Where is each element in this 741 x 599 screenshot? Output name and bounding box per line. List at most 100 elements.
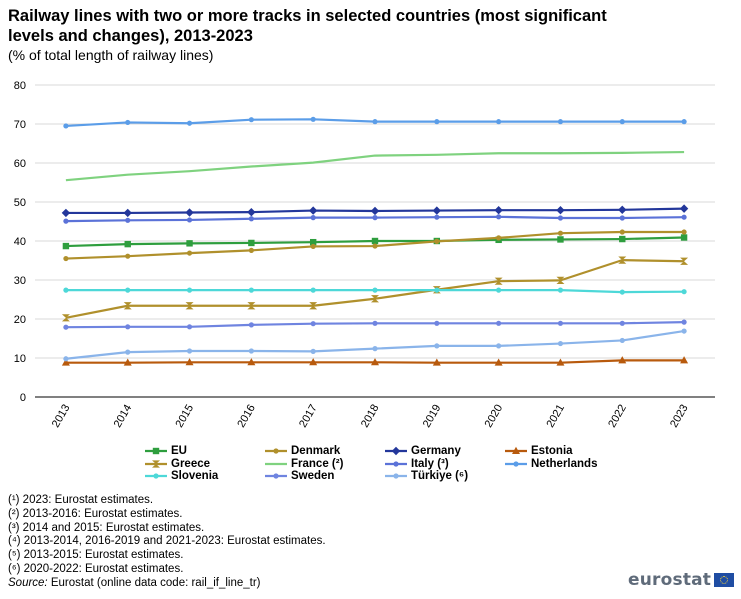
data-point-italy	[248, 216, 254, 222]
data-point-netherlands	[125, 119, 131, 126]
legend-item-italy: Italy (³)	[385, 458, 449, 470]
data-point-eu	[62, 242, 70, 250]
x-tick-label: 2018	[359, 403, 382, 430]
data-point-denmark	[63, 255, 69, 262]
legend-item-eu: EU	[145, 445, 187, 457]
legend-marker-denmark	[273, 448, 279, 454]
series-netherlands	[63, 116, 687, 129]
data-point-estonia	[618, 356, 627, 364]
data-point-italy	[681, 214, 687, 220]
x-tick-label: 2013	[50, 403, 73, 430]
eu-flag-icon	[714, 573, 735, 587]
data-point-slovenia	[496, 287, 502, 293]
data-point-italy	[310, 215, 316, 221]
y-tick-label: 70	[14, 119, 26, 131]
legend-item-netherlands: Netherlands	[505, 458, 597, 470]
data-point-denmark	[557, 230, 564, 236]
data-point-eu	[371, 237, 379, 245]
legend-swatch-denmark	[265, 448, 287, 454]
data-point-slovenia	[186, 287, 193, 293]
data-point-germany	[679, 204, 689, 213]
footnote-2: (²) 2013-2016: Eurostat estimates.	[8, 507, 183, 520]
data-point-germany	[556, 205, 565, 215]
source-label: Source:	[8, 576, 48, 589]
data-point-italy	[496, 214, 502, 220]
data-point-germany	[370, 206, 380, 216]
x-axis-ticks: 2013 2014 2015 2016 2017 2018 2019 2020 2021 2022…	[50, 403, 691, 430]
data-point-germany	[185, 208, 194, 217]
data-point-slovenia	[310, 287, 316, 293]
data-point-estonia	[247, 358, 256, 366]
y-tick-label: 60	[14, 158, 26, 170]
data-point-netherlands	[496, 119, 502, 125]
data-point-estonia	[494, 358, 503, 366]
x-tick-label: 2021	[544, 403, 567, 430]
series-sweden	[63, 319, 687, 330]
data-point-greece	[61, 314, 70, 322]
data-point-eu	[557, 236, 564, 243]
data-point-netherlands	[434, 119, 440, 125]
data-point-germany	[494, 205, 503, 215]
data-point-germany	[308, 206, 318, 215]
data-point-germany	[61, 208, 71, 218]
data-point-türkiye	[186, 348, 193, 354]
y-tick-label: 10	[14, 353, 26, 365]
legend-label: Denmark	[291, 445, 341, 457]
data-point-netherlands	[310, 116, 316, 122]
data-point-slovenia	[619, 289, 625, 295]
data-point-greece	[123, 302, 132, 310]
data-point-greece	[680, 257, 689, 265]
data-point-estonia	[61, 358, 70, 366]
y-tick-label: 0	[20, 392, 26, 404]
data-point-netherlands	[63, 123, 69, 129]
data-point-denmark	[310, 243, 316, 250]
series-line-türkiye	[65, 330, 685, 360]
legend-swatch-netherlands	[505, 460, 527, 467]
data-point-greece	[556, 276, 565, 284]
legend-marker-türkiye	[393, 473, 399, 479]
x-tick-label: 2015	[174, 403, 197, 430]
data-point-sweden	[496, 320, 502, 326]
legend-label: Italy (³)	[411, 457, 449, 470]
legend-marker-eu	[152, 447, 160, 455]
legend-item-estonia: Estonia	[505, 445, 573, 457]
legend-marker-italy	[393, 460, 399, 467]
data-point-sweden	[681, 319, 687, 325]
legend-item-france: France (²)	[265, 458, 343, 470]
footnote-5: (⁵) 2013-2015: Eurostat estimates.	[8, 549, 184, 562]
data-point-estonia	[309, 358, 318, 366]
data-point-türkiye	[372, 346, 378, 352]
data-point-netherlands	[681, 119, 687, 125]
legend-item-greece: Greece	[145, 458, 210, 470]
data-point-eu	[309, 238, 317, 246]
series-estonia	[61, 356, 689, 366]
data-point-italy	[372, 215, 378, 221]
data-point-türkiye	[248, 348, 254, 354]
legend-marker-estonia	[512, 446, 520, 454]
data-point-estonia	[123, 358, 132, 366]
data-point-sweden	[434, 320, 440, 326]
data-point-netherlands	[248, 117, 254, 123]
data-point-sweden	[310, 321, 316, 327]
x-tick-label: 2014	[112, 403, 135, 430]
data-point-türkiye	[63, 356, 69, 362]
series-greece	[61, 256, 689, 322]
x-tick-label: 2017	[297, 403, 320, 430]
series-france	[65, 150, 685, 182]
y-tick-label: 30	[14, 275, 26, 287]
data-point-denmark	[125, 253, 131, 259]
data-point-eu	[186, 240, 193, 247]
data-point-netherlands	[186, 120, 193, 126]
legend-marker-slovenia	[153, 473, 159, 479]
data-point-denmark	[372, 243, 378, 249]
data-point-germany	[618, 205, 627, 214]
x-tick-label: 2016	[235, 403, 258, 430]
footnote-4: (⁴) 2013-2014, 2016-2019 and 2021-2023: …	[8, 535, 326, 548]
logo-text: eurostat	[628, 570, 712, 590]
data-point-germany	[432, 206, 442, 215]
legend-marker-germany	[391, 446, 401, 456]
series-germany	[61, 204, 689, 218]
legend-label: Türkiye (⁶)	[411, 470, 469, 482]
data-point-italy	[125, 217, 131, 223]
